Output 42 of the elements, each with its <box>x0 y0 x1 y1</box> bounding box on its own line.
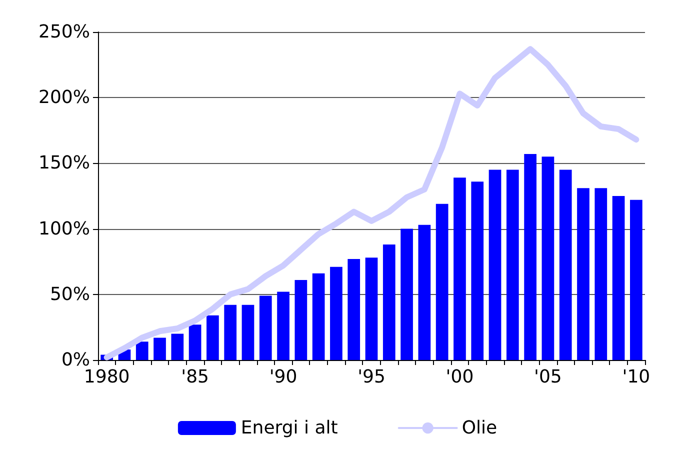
bar <box>171 334 184 360</box>
legend-label: Energi i alt <box>240 418 338 438</box>
y-tick-label: 50% <box>50 284 90 305</box>
bar <box>188 324 202 360</box>
bar <box>506 170 519 360</box>
bar <box>524 154 536 360</box>
bar <box>365 258 378 360</box>
x-tick-label: '10 <box>622 366 650 388</box>
x-tick-label: '00 <box>446 366 474 388</box>
bar <box>224 304 237 360</box>
bar <box>294 280 308 360</box>
bar <box>259 296 272 360</box>
bar <box>630 200 642 360</box>
x-tick-label: '90 <box>269 366 298 388</box>
bar <box>382 244 396 360</box>
bar <box>594 188 608 360</box>
bar <box>612 196 625 360</box>
bar <box>471 182 484 360</box>
legend-label: Olie <box>462 418 498 438</box>
bar <box>277 292 290 360</box>
bar <box>454 178 466 360</box>
y-tick-label: 250% <box>38 22 90 42</box>
bar <box>542 156 554 360</box>
y-tick-label: 100% <box>38 218 90 240</box>
bar <box>154 338 166 360</box>
bar <box>436 204 448 360</box>
bar <box>242 304 254 360</box>
bar <box>312 273 325 360</box>
x-tick-label: '05 <box>534 366 562 388</box>
bar <box>400 228 413 360</box>
y-tick-label: 200% <box>38 87 90 108</box>
y-tick-label: 150% <box>38 152 90 174</box>
bar <box>330 266 342 360</box>
bar <box>559 170 572 360</box>
bar <box>488 170 502 360</box>
bar <box>418 224 431 360</box>
x-tick-label: '95 <box>358 366 386 388</box>
bar <box>348 258 360 360</box>
bar <box>206 315 219 360</box>
bar <box>136 342 148 360</box>
bar <box>577 188 590 360</box>
x-tick-label: '85 <box>181 366 209 388</box>
